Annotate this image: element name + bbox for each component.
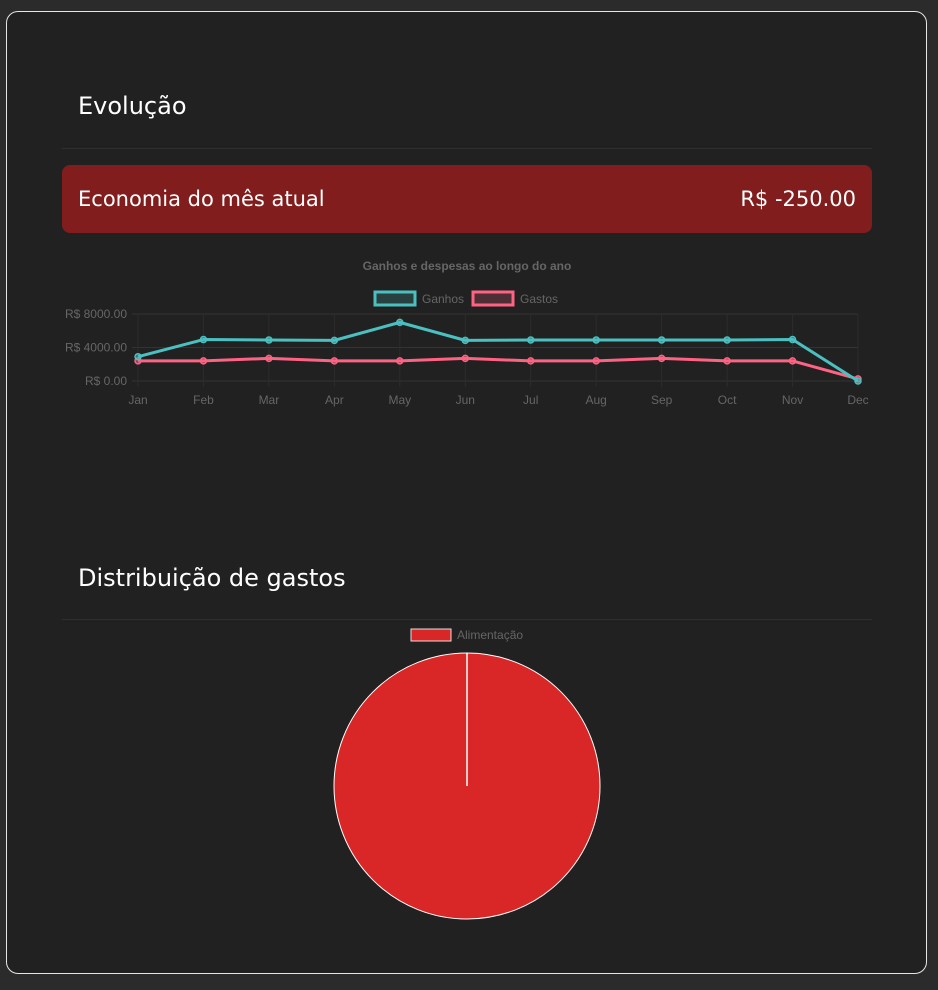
x-tick-label: Aug [586,393,607,407]
y-tick-label: R$ 0.00 [85,374,127,388]
x-tick-label: May [388,393,411,407]
x-tick-label: Mar [259,393,280,407]
y-tick-label: R$ 8000.00 [65,307,127,321]
divider [62,148,872,149]
series-line-gastos [138,356,859,381]
data-point-ganhos[interactable] [788,335,797,344]
series-line-ganhos [137,320,859,383]
data-point-gastos[interactable] [592,357,600,365]
data-point-gastos[interactable] [199,357,208,365]
data-point-ganhos[interactable] [265,336,273,344]
data-point-ganhos[interactable] [592,336,600,344]
x-tick-label: Sep [651,393,673,407]
x-tick-label: Apr [325,393,344,407]
data-point-ganhos[interactable] [461,336,470,345]
income-expense-line-chart: Ganhos e despesas ao longo do ano Ganhos G… [65,259,869,407]
x-tick-label: Feb [193,393,214,407]
x-tick-label: Jun [456,393,475,407]
data-point-gastos[interactable] [265,354,273,363]
data-point-gastos[interactable] [657,354,666,363]
data-point-ganhos[interactable] [854,377,862,385]
legend-swatch-ganhos[interactable] [373,290,417,307]
data-point-gastos[interactable] [396,357,404,365]
monthly-savings-banner: Economia do mês atual R$ -250.00 [62,165,872,233]
savings-value: R$ -250.00 [740,187,856,211]
legend-label-ganhos[interactable]: Ganhos [422,292,464,306]
data-point-ganhos[interactable] [526,336,535,344]
data-point-ganhos[interactable] [134,352,142,361]
data-point-ganhos[interactable] [199,335,208,344]
evolution-title: Evolução [78,92,187,120]
legend-label-gastos[interactable]: Gastos [520,292,558,306]
distribution-title: Distribuição de gastos [78,564,346,592]
data-point-ganhos[interactable] [330,336,339,345]
x-tick-label: Jul [523,393,538,407]
savings-label: Economia do mês atual [78,187,325,211]
data-point-gastos[interactable] [723,357,731,365]
data-point-ganhos[interactable] [396,318,404,327]
x-tick-label: Jan [128,393,147,407]
legend-swatch-gastos[interactable] [471,290,515,307]
x-tick-label: Nov [782,393,803,407]
chart-title: Ganhos e despesas ao longo do ano [363,259,572,273]
divider [62,619,872,620]
x-tick-label: Oct [718,393,737,407]
data-point-ganhos[interactable] [723,336,731,344]
data-point-gastos[interactable] [788,357,797,365]
data-point-gastos[interactable] [461,354,470,363]
y-tick-label: R$ 4000.00 [65,341,127,355]
data-point-gastos[interactable] [330,357,339,365]
data-point-gastos[interactable] [526,357,535,365]
x-tick-label: Dec [847,393,868,407]
data-point-ganhos[interactable] [657,336,666,344]
